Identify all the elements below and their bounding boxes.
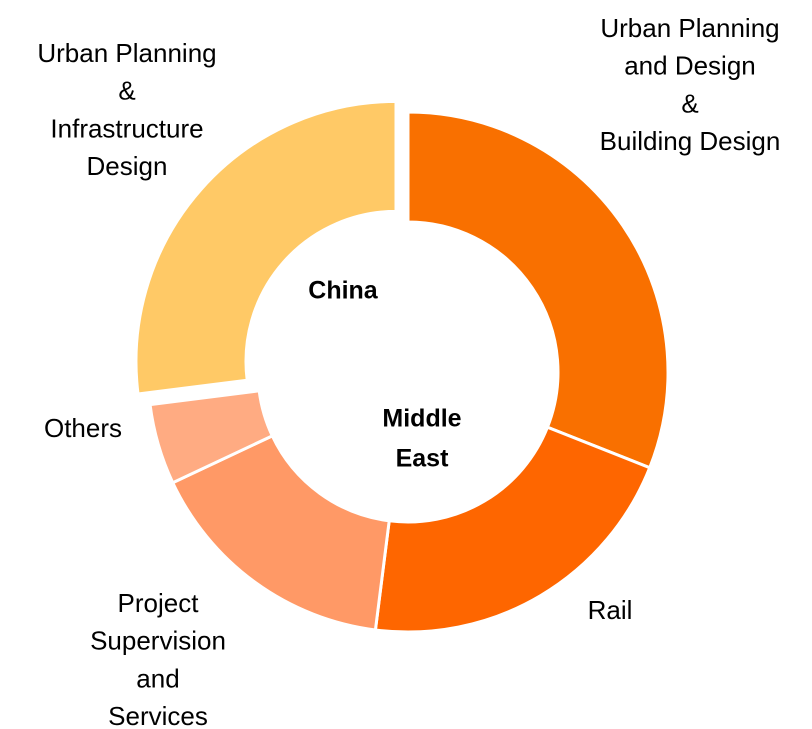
- slice-label: Rail: [588, 595, 633, 625]
- slice-label: Supervision: [90, 626, 226, 656]
- slice-label: Design: [87, 151, 168, 181]
- slice-label: &: [681, 88, 698, 118]
- slice-label: Urban Planning: [37, 38, 216, 68]
- donut-slice: [373, 425, 652, 634]
- slice-label: and: [136, 663, 179, 693]
- slice-label: &: [118, 76, 135, 106]
- donut-slice: [406, 110, 670, 470]
- slice-label: Urban Planning: [600, 13, 779, 43]
- slice-label: Others: [44, 413, 122, 443]
- center-label: East: [396, 445, 449, 473]
- slice-label: and Design: [624, 51, 756, 81]
- slice-label: Project: [118, 588, 200, 618]
- donut-slice: [134, 99, 398, 396]
- slice-label: Building Design: [600, 126, 781, 156]
- donut-slice: [170, 433, 391, 632]
- slice-label: Infrastructure: [50, 113, 203, 143]
- donut-slice: [148, 389, 275, 485]
- slice-label: Services: [108, 701, 208, 729]
- center-label: Middle: [382, 405, 461, 433]
- center-label: China: [308, 277, 379, 305]
